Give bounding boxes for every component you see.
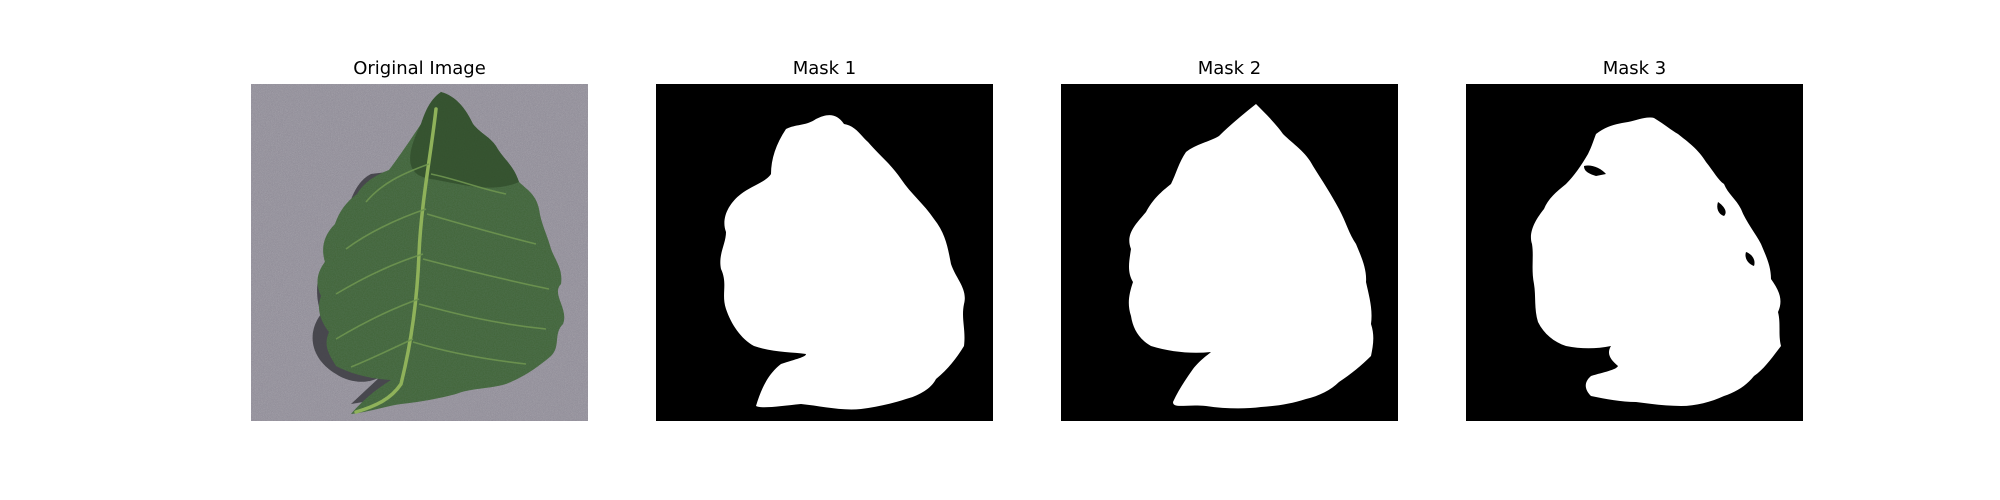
leaf-veins bbox=[335, 163, 550, 368]
mask-notch bbox=[1584, 165, 1606, 176]
leaf-dark-region bbox=[410, 92, 519, 188]
mask-3-image bbox=[1466, 84, 1803, 421]
mask-foreground bbox=[1530, 117, 1781, 407]
panel-title: Mask 2 bbox=[1197, 58, 1262, 79]
leaf-midrib bbox=[354, 107, 438, 414]
panel-title: Mask 3 bbox=[1602, 58, 1667, 79]
panel-original-image: Original Image bbox=[251, 0, 588, 500]
mask-notch bbox=[1717, 202, 1726, 216]
mask-foreground bbox=[1128, 104, 1374, 409]
panel-mask-1: Mask 1 bbox=[656, 0, 993, 500]
mask-foreground bbox=[720, 115, 965, 410]
mask-2-image bbox=[1061, 84, 1398, 421]
panel-mask-2: Mask 2 bbox=[1061, 0, 1398, 500]
panel-title: Original Image bbox=[353, 58, 486, 79]
mask-notch bbox=[1745, 252, 1755, 266]
mask-1-image bbox=[656, 84, 993, 421]
panel-mask-3: Mask 3 bbox=[1466, 0, 1803, 500]
original-leaf-photo bbox=[251, 84, 588, 421]
panel-title: Mask 1 bbox=[792, 58, 857, 79]
